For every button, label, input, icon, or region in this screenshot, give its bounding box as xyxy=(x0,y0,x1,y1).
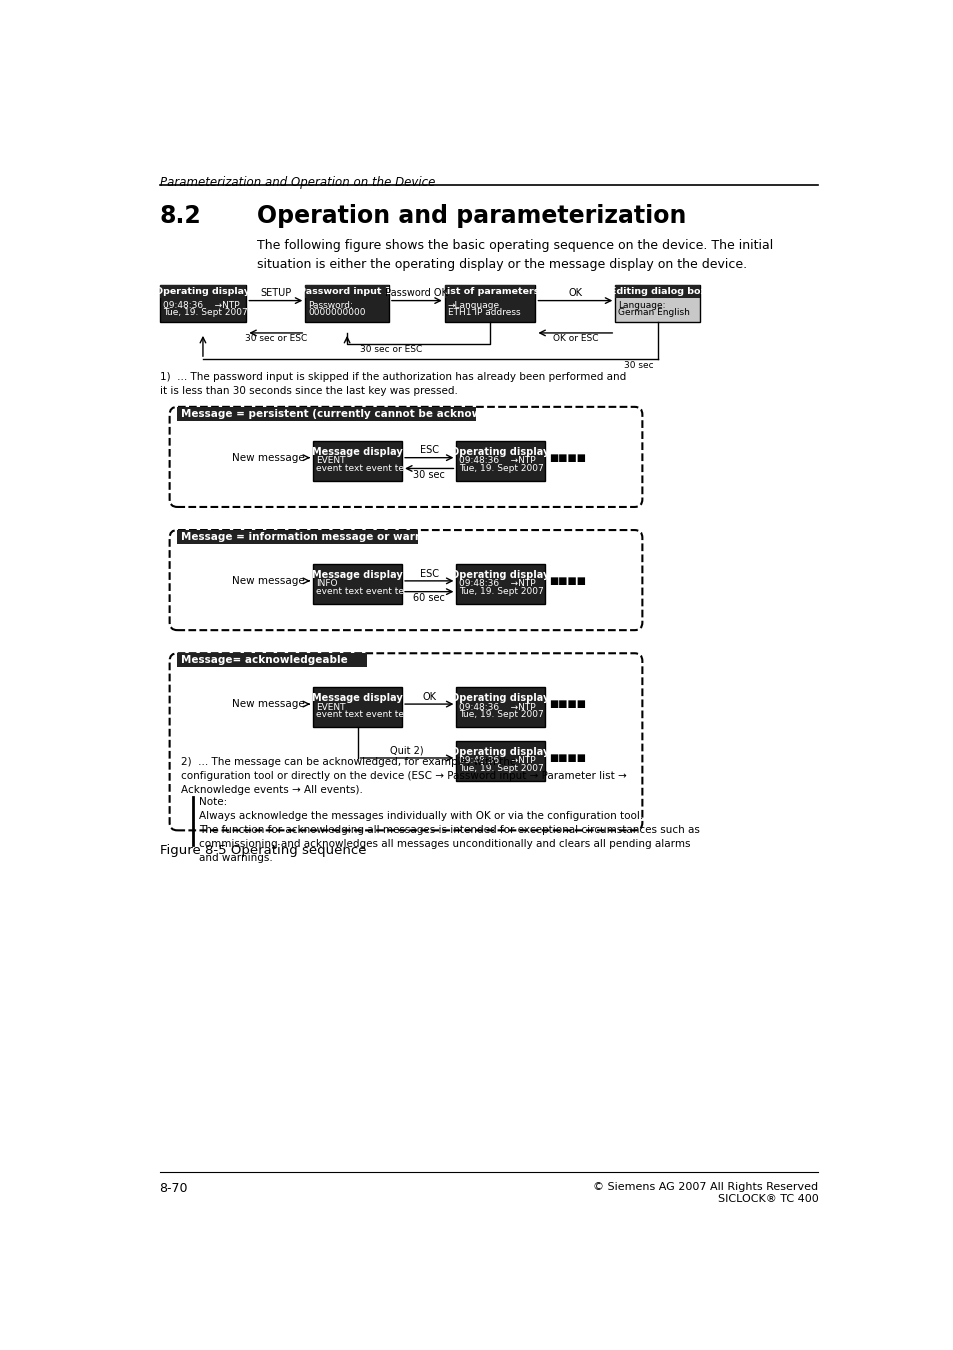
Text: The following figure shows the basic operating sequence on the device. The initi: The following figure shows the basic ope… xyxy=(257,239,773,270)
Text: ■■■■: ■■■■ xyxy=(549,452,586,463)
Bar xyxy=(615,285,700,323)
Text: Operating display: Operating display xyxy=(451,694,549,703)
Bar xyxy=(305,285,389,297)
Bar xyxy=(444,285,535,297)
Text: EVENT: EVENT xyxy=(315,702,345,711)
Text: Password:: Password: xyxy=(308,301,353,309)
Text: ■■■■: ■■■■ xyxy=(549,699,586,709)
Bar xyxy=(456,440,545,481)
Text: Message = information message or warning: Message = information message or warning xyxy=(181,532,440,541)
Text: OK: OK xyxy=(568,289,581,298)
Text: Password input 1): Password input 1) xyxy=(298,286,395,296)
Bar xyxy=(313,564,402,603)
Text: event text event text ...: event text event text ... xyxy=(315,710,424,720)
Text: event text event text ...: event text event text ... xyxy=(315,587,424,597)
Text: Note:
Always acknowledge the messages individually with OK or via the configurat: Note: Always acknowledge the messages in… xyxy=(199,798,700,863)
Text: 30 sec or ESC: 30 sec or ESC xyxy=(359,346,421,354)
Text: Password OK: Password OK xyxy=(385,289,448,298)
Text: Parameterization and Operation on the Device: Parameterization and Operation on the De… xyxy=(159,176,435,189)
Bar xyxy=(305,285,389,323)
Text: © Siemens AG 2007 All Rights Reserved
SICLOCK® TC 400: © Siemens AG 2007 All Rights Reserved SI… xyxy=(593,1183,818,1204)
Text: 30 sec: 30 sec xyxy=(413,470,445,481)
Text: Operation and parameterization: Operation and parameterization xyxy=(257,204,686,228)
Text: ESC: ESC xyxy=(419,568,438,579)
Text: Quit 2): Quit 2) xyxy=(390,745,423,756)
Bar xyxy=(456,741,545,782)
Text: Tue, 19. Sept 2007: Tue, 19. Sept 2007 xyxy=(459,587,543,597)
Text: Language:: Language: xyxy=(618,301,665,309)
Text: New message: New message xyxy=(233,699,305,709)
Text: 1)  ... The password input is skipped if the authorization has already been perf: 1) ... The password input is skipped if … xyxy=(159,373,625,396)
Text: Message = persistent (currently cannot be acknowledged): Message = persistent (currently cannot b… xyxy=(181,409,526,418)
Text: 09:48:36    →NTP: 09:48:36 →NTP xyxy=(459,756,536,765)
Bar xyxy=(177,406,476,421)
Text: event text event text ...: event text event text ... xyxy=(315,464,424,472)
Text: Figure 8-5 Operating sequence: Figure 8-5 Operating sequence xyxy=(159,844,366,857)
Text: Message display: Message display xyxy=(312,447,402,456)
Text: SETUP: SETUP xyxy=(260,289,291,298)
Text: 2)  ... The message can be acknowledged, for example, with the
configuration too: 2) ... The message can be acknowledged, … xyxy=(181,757,626,795)
Text: OK: OK xyxy=(422,691,436,702)
Bar xyxy=(313,687,402,728)
Text: List of parameters: List of parameters xyxy=(440,286,538,296)
Text: Tue, 19. Sept 2007: Tue, 19. Sept 2007 xyxy=(459,710,543,720)
Text: Message display: Message display xyxy=(312,570,402,580)
Bar xyxy=(159,285,246,323)
Text: ■■■■: ■■■■ xyxy=(549,576,586,586)
Bar xyxy=(159,285,246,297)
Text: 8.2: 8.2 xyxy=(159,204,201,228)
Bar xyxy=(177,653,367,667)
Bar xyxy=(456,564,545,603)
Bar xyxy=(313,440,402,481)
Text: German English: German English xyxy=(618,308,690,317)
Bar xyxy=(456,687,545,728)
Text: Operating display: Operating display xyxy=(451,570,549,580)
Text: 30 sec: 30 sec xyxy=(623,360,654,370)
Text: ESC: ESC xyxy=(419,446,438,455)
Text: New message: New message xyxy=(233,452,305,463)
Text: Operating display: Operating display xyxy=(155,286,251,296)
Text: OK or ESC: OK or ESC xyxy=(552,335,598,343)
Text: Tue, 19. Sept 2007: Tue, 19. Sept 2007 xyxy=(162,308,247,317)
Text: New message: New message xyxy=(233,576,305,586)
Text: Tue, 19. Sept 2007: Tue, 19. Sept 2007 xyxy=(459,464,543,472)
Text: 30 sec or ESC: 30 sec or ESC xyxy=(244,335,307,343)
Text: Tue, 19. Sept 2007: Tue, 19. Sept 2007 xyxy=(459,764,543,774)
Text: →Language: →Language xyxy=(447,301,499,309)
Text: Editing dialog box: Editing dialog box xyxy=(609,286,705,296)
Text: Operating display: Operating display xyxy=(451,447,549,456)
Text: ■■■■: ■■■■ xyxy=(549,753,586,763)
Text: 09:48:36    →NTP: 09:48:36 →NTP xyxy=(459,456,536,466)
Text: 0000000000: 0000000000 xyxy=(308,308,365,317)
Text: 09:48:36    →NTP: 09:48:36 →NTP xyxy=(459,702,536,711)
Bar xyxy=(177,531,417,544)
Text: 09:48:36    →NTP: 09:48:36 →NTP xyxy=(459,579,536,589)
Text: Message= acknowledgeable: Message= acknowledgeable xyxy=(181,655,348,666)
Text: Operating display: Operating display xyxy=(451,747,549,757)
Text: Message display: Message display xyxy=(312,694,402,703)
Text: INFO: INFO xyxy=(315,579,337,589)
Text: 09:48:36    →NTP: 09:48:36 →NTP xyxy=(162,301,239,309)
Text: 8-70: 8-70 xyxy=(159,1183,188,1195)
Text: EVENT: EVENT xyxy=(315,456,345,466)
Text: ETH1 IP address: ETH1 IP address xyxy=(447,308,520,317)
Bar xyxy=(615,285,700,297)
Text: 60 sec: 60 sec xyxy=(413,593,445,603)
Bar xyxy=(444,285,535,323)
